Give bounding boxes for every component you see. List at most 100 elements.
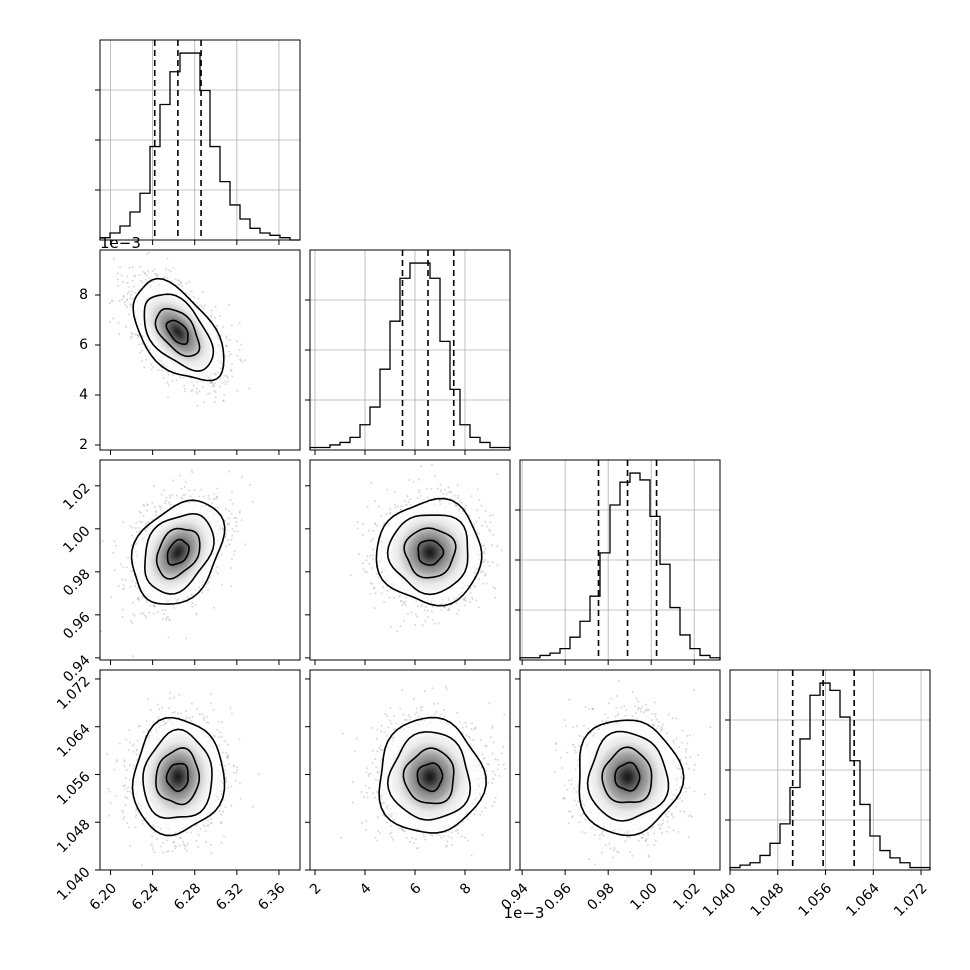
sample-point — [460, 501, 463, 504]
sample-point — [241, 475, 244, 478]
sample-point — [134, 291, 137, 294]
sample-point — [484, 520, 487, 523]
panel-content — [100, 251, 251, 407]
contour-lines — [375, 497, 483, 607]
sample-point — [394, 506, 397, 509]
sample-point — [156, 274, 159, 277]
sample-point — [164, 267, 167, 270]
sample-point — [469, 592, 472, 595]
sample-point — [136, 596, 139, 599]
panel-content — [106, 691, 261, 870]
sample-point — [400, 604, 403, 607]
sample-point — [426, 496, 429, 499]
sample-point — [481, 560, 484, 563]
sample-point — [211, 385, 214, 388]
sample-point — [172, 267, 175, 270]
sample-point — [447, 608, 450, 611]
sample-point — [210, 316, 213, 319]
sample-point — [221, 583, 224, 586]
sample-point — [146, 503, 149, 506]
sample-point — [166, 371, 169, 374]
sample-point — [166, 257, 169, 260]
panel-content — [349, 463, 503, 633]
sample-point — [135, 581, 138, 584]
sample-point — [196, 302, 199, 305]
sample-point — [127, 556, 130, 559]
sample-point — [438, 499, 441, 502]
sample-point — [447, 486, 450, 489]
sample-point — [444, 606, 447, 609]
sample-point — [137, 596, 140, 599]
sample-point — [358, 553, 361, 556]
sample-point — [130, 290, 133, 293]
sample-point — [132, 655, 135, 658]
sample-point — [380, 592, 383, 595]
sample-point — [231, 503, 234, 506]
sample-point — [239, 358, 242, 361]
sample-point — [443, 606, 446, 609]
sample-point — [202, 495, 205, 498]
sample-point — [190, 469, 193, 472]
sample-point — [132, 613, 135, 616]
sample-point — [146, 503, 149, 506]
sample-point — [160, 493, 163, 496]
sample-point — [169, 503, 172, 506]
sample-point — [135, 550, 138, 553]
sample-point — [406, 612, 409, 615]
sample-point — [442, 492, 445, 495]
sample-point — [421, 624, 424, 627]
sample-point — [438, 499, 441, 502]
sample-point — [179, 282, 182, 285]
sample-point — [152, 280, 155, 283]
sample-point — [398, 595, 401, 598]
sample-point — [496, 472, 499, 475]
sample-point — [216, 506, 219, 509]
sample-point — [232, 553, 235, 556]
sample-point — [171, 373, 174, 376]
sample-point — [396, 630, 399, 633]
sample-point — [218, 385, 221, 388]
sample-point — [420, 605, 423, 608]
sample-point — [101, 540, 104, 543]
sample-point — [238, 321, 241, 324]
sample-point — [208, 392, 211, 395]
sample-point — [208, 497, 211, 500]
sample-point — [230, 352, 233, 355]
sample-point — [145, 616, 148, 619]
sample-point — [421, 603, 424, 606]
histogram-panel-1 — [95, 39, 301, 241]
sample-point — [108, 321, 111, 324]
sample-point — [139, 279, 142, 282]
sample-point — [199, 304, 202, 307]
sample-point — [481, 524, 484, 527]
sample-point — [224, 355, 227, 358]
sample-point — [177, 283, 180, 286]
sample-point — [415, 615, 418, 618]
sample-point — [439, 483, 442, 486]
sample-point — [190, 389, 193, 392]
sample-point — [210, 380, 213, 383]
sample-point — [486, 561, 489, 564]
sample-point — [484, 573, 487, 576]
sample-point — [363, 570, 366, 573]
sample-point — [133, 275, 136, 278]
sample-point — [500, 549, 503, 552]
sample-point — [203, 304, 206, 307]
sample-point — [405, 596, 408, 599]
sample-point — [373, 586, 376, 589]
sample-point — [399, 600, 402, 603]
sample-point — [370, 567, 373, 570]
histogram-step-line — [99, 52, 300, 241]
sample-point — [198, 390, 201, 393]
sample-point — [488, 528, 491, 531]
sample-point — [484, 574, 487, 577]
sample-point — [122, 566, 125, 569]
sample-point — [182, 493, 185, 496]
sample-point — [133, 285, 136, 288]
sample-point — [448, 502, 451, 505]
sample-point — [126, 275, 129, 278]
sample-point — [408, 479, 411, 482]
sample-point — [456, 484, 459, 487]
sample-point — [152, 603, 155, 606]
sample-point — [471, 597, 474, 600]
